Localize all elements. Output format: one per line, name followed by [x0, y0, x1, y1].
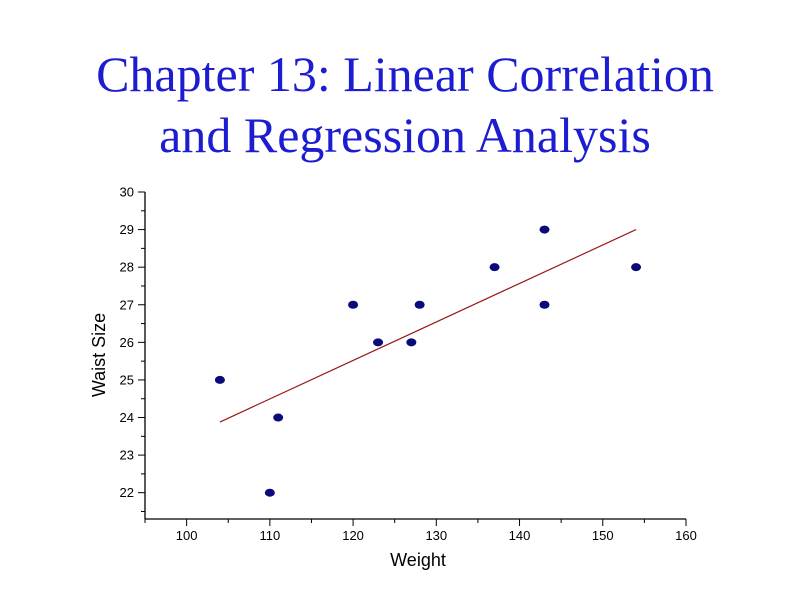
data-point	[348, 300, 359, 309]
y-axis-ticks: 22 23 24 25 26 27 28 29 30	[120, 185, 145, 512]
y-tick-label: 27	[120, 297, 134, 312]
y-tick-label: 26	[120, 335, 134, 350]
data-point	[414, 300, 425, 309]
x-axis-label: Weight	[390, 550, 446, 570]
data-point	[539, 300, 550, 309]
x-tick-label: 100	[176, 528, 198, 543]
data-point	[214, 375, 225, 384]
y-tick-label: 25	[120, 372, 134, 387]
x-axis-ticks: 100 110 120 130 140 150 160	[144, 519, 697, 543]
data-point	[273, 413, 284, 422]
slide-title-line-1: Chapter 13: Linear Correlation	[96, 46, 714, 102]
data-point	[264, 488, 275, 497]
y-tick-label: 30	[120, 185, 134, 200]
data-point	[539, 225, 550, 234]
regression-line	[219, 229, 637, 423]
chart-axes	[144, 192, 686, 520]
slide-title-line-2: and Regression Analysis	[159, 107, 651, 163]
y-tick-label: 23	[120, 448, 134, 463]
data-points	[214, 225, 642, 497]
slide-title: Chapter 13: Linear Correlation and Regre…	[0, 44, 810, 166]
x-tick-label: 130	[425, 528, 447, 543]
x-tick-label: 150	[592, 528, 614, 543]
x-tick-label: 160	[675, 528, 697, 543]
x-tick-label: 110	[259, 528, 280, 543]
y-axis-label: Waist Size	[89, 313, 109, 397]
data-point	[631, 263, 642, 272]
x-tick-label: 140	[509, 528, 531, 543]
y-tick-label: 22	[120, 485, 134, 500]
data-point	[489, 263, 500, 272]
y-tick-label: 28	[120, 260, 134, 275]
y-tick-label: 29	[120, 222, 134, 237]
x-tick-label: 120	[342, 528, 364, 543]
data-point	[373, 338, 384, 347]
y-tick-label: 24	[120, 410, 134, 425]
regression-line-group	[219, 229, 637, 423]
data-point	[406, 338, 417, 347]
